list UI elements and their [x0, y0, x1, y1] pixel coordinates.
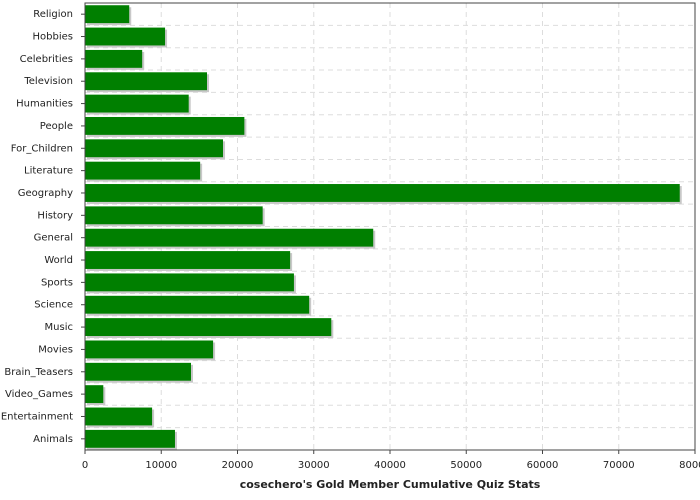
y-tick-label: Movies [38, 344, 73, 355]
x-tick-label: 80000 [679, 460, 700, 471]
y-tick-label: Television [23, 76, 73, 87]
bar [85, 27, 166, 46]
bar [85, 5, 130, 24]
bar [85, 206, 263, 225]
x-tick-label: 10000 [145, 460, 177, 471]
chart-title: cosechero's Gold Member Cumulative Quiz … [240, 478, 541, 491]
bar [85, 94, 189, 113]
y-tick-label: Hobbies [33, 32, 73, 43]
y-tick-label: Music [45, 322, 73, 333]
x-tick-label: 0 [82, 460, 88, 471]
bar [85, 385, 104, 404]
y-tick-label: History [37, 210, 73, 221]
y-tick-label: Humanities [16, 99, 73, 110]
y-tick-label: Sports [41, 277, 73, 288]
bar [85, 340, 214, 359]
y-tick-label: Brain_Teasers [4, 367, 73, 378]
bar [85, 72, 207, 91]
y-tick-label: Celebrities [20, 54, 73, 65]
bar [85, 295, 310, 314]
bar [85, 49, 143, 68]
y-tick-label: General [34, 233, 73, 244]
x-tick-label: 40000 [374, 460, 406, 471]
x-tick-label: 60000 [527, 460, 559, 471]
x-tick-label: 50000 [450, 460, 482, 471]
bar [85, 161, 201, 180]
y-tick-label: Religion [33, 9, 73, 20]
y-tick-label: Literature [24, 166, 73, 177]
bar [85, 362, 191, 381]
x-tick-label: 30000 [298, 460, 330, 471]
y-tick-label: Video_Games [5, 389, 73, 400]
plot-frame [84, 2, 696, 451]
bar [85, 228, 374, 247]
y-tick-label: For_Children [11, 143, 73, 154]
x-tick-label: 70000 [603, 460, 635, 471]
y-tick-label: People [40, 121, 73, 132]
y-tick-label: Entertainment [1, 411, 73, 422]
bar [85, 184, 680, 202]
bar [85, 116, 245, 135]
bar [85, 407, 153, 426]
x-tick-label: 20000 [222, 460, 254, 471]
y-tick-label: Science [34, 300, 73, 311]
y-tick-label: World [44, 255, 73, 266]
y-tick-label: Animals [33, 434, 73, 445]
y-tick-label: Geography [18, 188, 73, 199]
bar [85, 273, 294, 292]
bar [85, 429, 175, 448]
bar [85, 251, 291, 269]
bar [85, 139, 224, 158]
bar [85, 318, 332, 337]
